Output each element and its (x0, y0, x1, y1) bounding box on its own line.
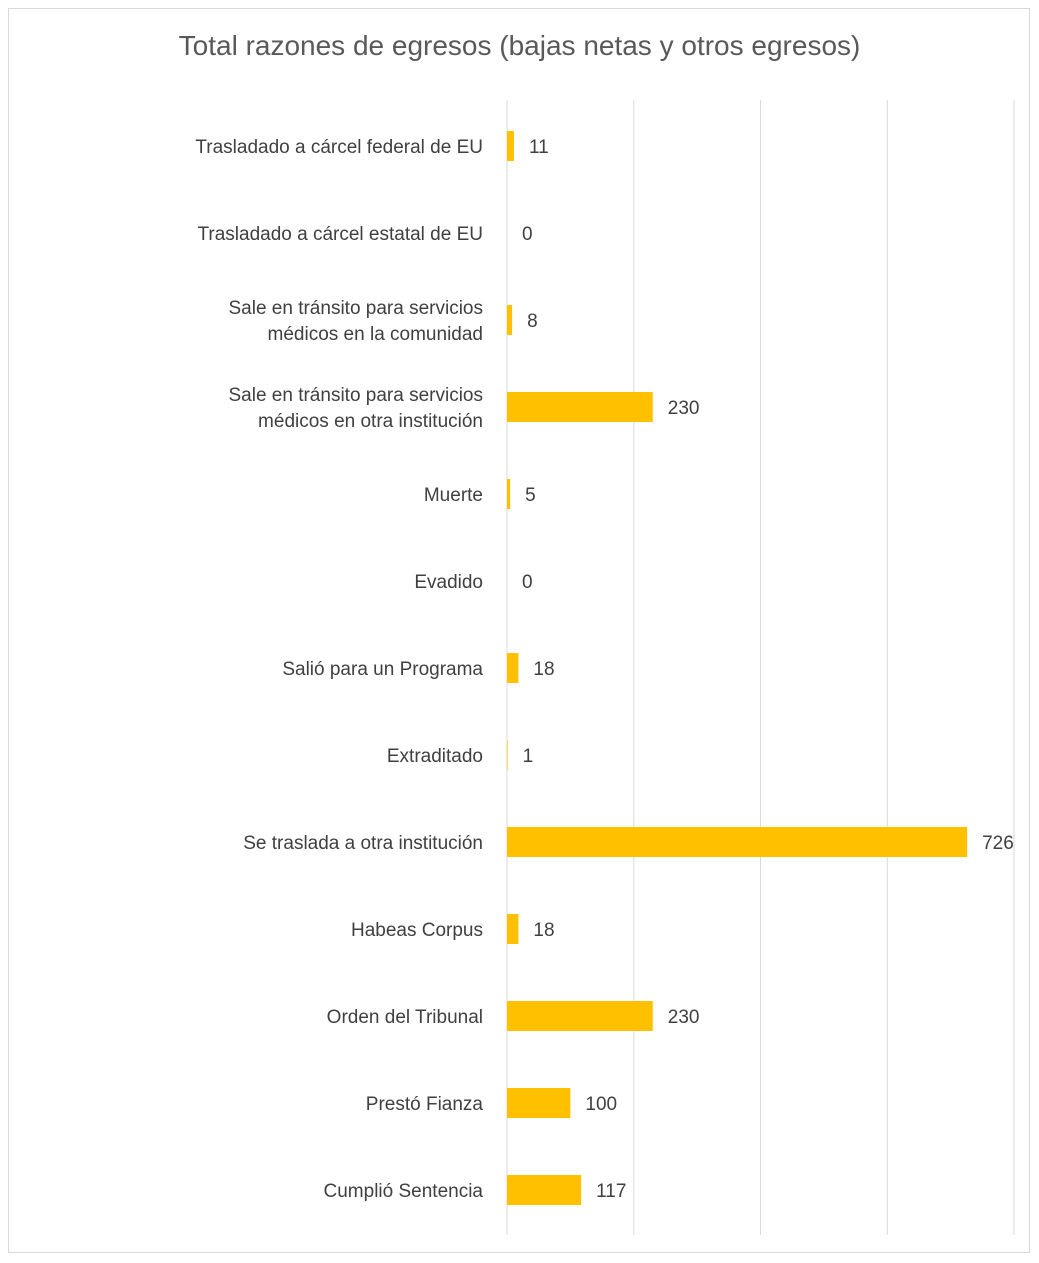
data-label: 726 (982, 833, 1014, 854)
data-label: 230 (668, 1007, 700, 1028)
data-label: 1 (523, 746, 534, 767)
category-label: Se traslada a otra institución (243, 833, 483, 854)
category-labels: Trasladado a cárcel federal de EU Traslad… (195, 137, 483, 1202)
category-label: Sale en tránsito para servicios médicos e… (228, 385, 483, 432)
category-label: Habeas Corpus (351, 920, 483, 941)
category-label: Sale en tránsito para servicios médicos e… (228, 298, 483, 345)
data-label: 18 (533, 920, 554, 941)
data-label: 18 (533, 659, 554, 680)
bar (507, 1088, 571, 1118)
data-label: 5 (525, 485, 536, 506)
category-label: Trasladado a cárcel estatal de EU (197, 224, 483, 245)
category-label: Cumplió Sentencia (324, 1181, 484, 1202)
bar (507, 740, 508, 770)
bar (507, 131, 514, 161)
gridlines (506, 100, 1015, 1235)
data-label: 100 (585, 1094, 617, 1115)
bar (507, 479, 511, 509)
bars (507, 131, 968, 1205)
category-label: Salió para un Programa (282, 659, 483, 680)
data-label: 0 (522, 224, 533, 245)
data-label: 117 (596, 1181, 626, 1202)
bar (507, 914, 519, 944)
category-label: Muerte (424, 485, 483, 506)
bar (507, 653, 519, 683)
category-label: Extraditado (387, 746, 483, 767)
bar (507, 1001, 653, 1031)
bar (507, 392, 653, 422)
data-label: 11 (529, 137, 549, 158)
data-label: 8 (527, 311, 538, 332)
data-label: 0 (522, 572, 533, 593)
data-label: 230 (668, 398, 700, 419)
chart-frame (8, 8, 1030, 1253)
category-label: Evadido (414, 572, 483, 593)
chart-title: Total razones de egresos (bajas netas y … (178, 30, 861, 61)
bar (507, 827, 968, 857)
category-label: Trasladado a cárcel federal de EU (195, 137, 483, 158)
data-labels: 11 0 8 230 5 0 18 1 726 18 230 100 117 (522, 137, 1014, 1202)
category-label: Orden del Tribunal (327, 1007, 483, 1028)
bar (507, 1175, 582, 1205)
bar (507, 305, 513, 335)
category-label: Prestó Fianza (366, 1094, 484, 1115)
